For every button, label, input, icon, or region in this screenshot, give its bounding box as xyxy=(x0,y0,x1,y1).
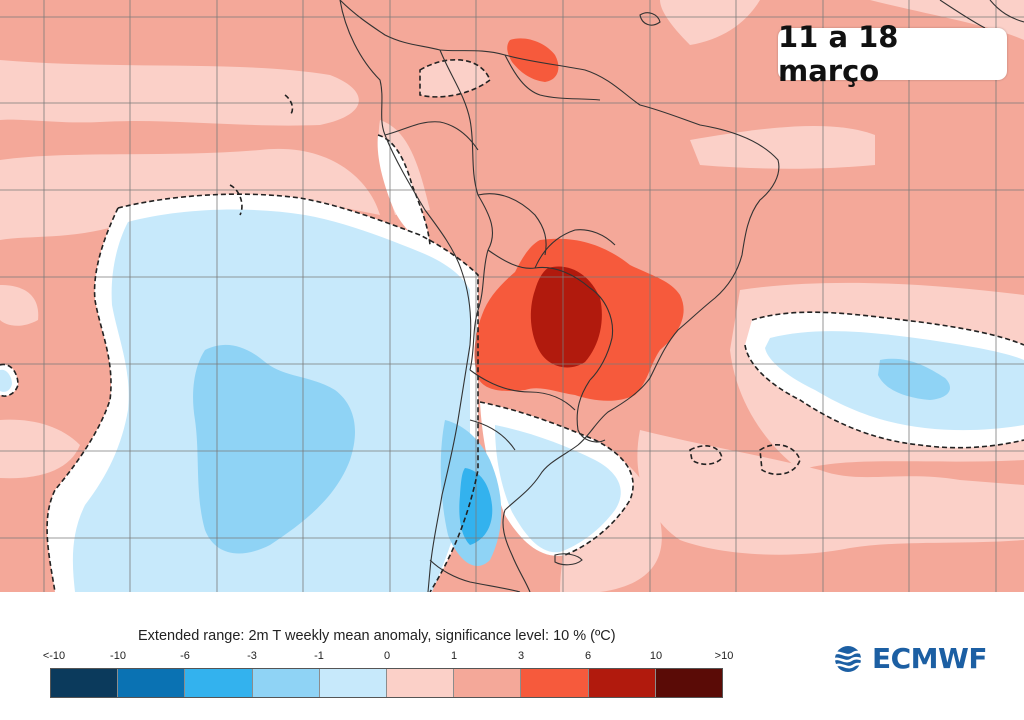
legend-tick: <-10 xyxy=(42,650,66,662)
legend-tick-labels: <-10 -10 -6 -3 -1 0 1 3 6 10 >10 xyxy=(0,650,1024,664)
legend-tick: 10 xyxy=(649,650,663,662)
anomaly-map: 11 a 18 março xyxy=(0,0,1024,592)
legend-swatch-1 xyxy=(118,669,186,697)
legend: Extended range: 2m T weekly mean anomaly… xyxy=(0,592,1024,720)
legend-colorbar xyxy=(50,668,723,698)
period-label: 11 a 18 março xyxy=(778,20,1007,88)
legend-swatch-3 xyxy=(252,669,320,697)
legend-swatch-8 xyxy=(588,669,656,697)
legend-tick: 0 xyxy=(383,650,391,662)
anomaly-field-minus-1-to-0 xyxy=(495,425,621,553)
anomaly-field-minus-1-to-0 xyxy=(0,369,12,392)
legend-tick: -10 xyxy=(110,650,126,662)
map-canvas xyxy=(0,0,1024,592)
legend-tick: 3 xyxy=(517,650,525,662)
legend-tick: -1 xyxy=(314,650,324,662)
legend-title: Extended range: 2m T weekly mean anomaly… xyxy=(138,628,616,644)
lat-lon-grid xyxy=(0,0,1024,592)
legend-swatch-4 xyxy=(319,669,388,697)
anomaly-field-3-to-6 xyxy=(507,38,559,82)
ecmwf-logo: ECMWF xyxy=(828,642,988,675)
legend-swatch-9 xyxy=(655,669,723,697)
legend-tick: 1 xyxy=(450,650,458,662)
legend-tick: >10 xyxy=(714,650,734,662)
anomaly-field-6-to-10 xyxy=(530,266,602,368)
legend-swatch-2 xyxy=(185,669,253,697)
significance-contour xyxy=(0,59,1024,592)
legend-swatch-0 xyxy=(51,669,119,697)
legend-swatch-7 xyxy=(521,669,589,697)
legend-tick: 6 xyxy=(584,650,592,662)
legend-tick: -6 xyxy=(180,650,190,662)
legend-swatch-5 xyxy=(387,669,455,697)
legend-swatch-6 xyxy=(454,669,522,697)
coastline-and-borders xyxy=(339,0,1024,592)
ecmwf-wave-icon xyxy=(831,645,865,672)
legend-tick: -3 xyxy=(247,650,257,662)
logo-text: ECMWF xyxy=(872,642,988,675)
